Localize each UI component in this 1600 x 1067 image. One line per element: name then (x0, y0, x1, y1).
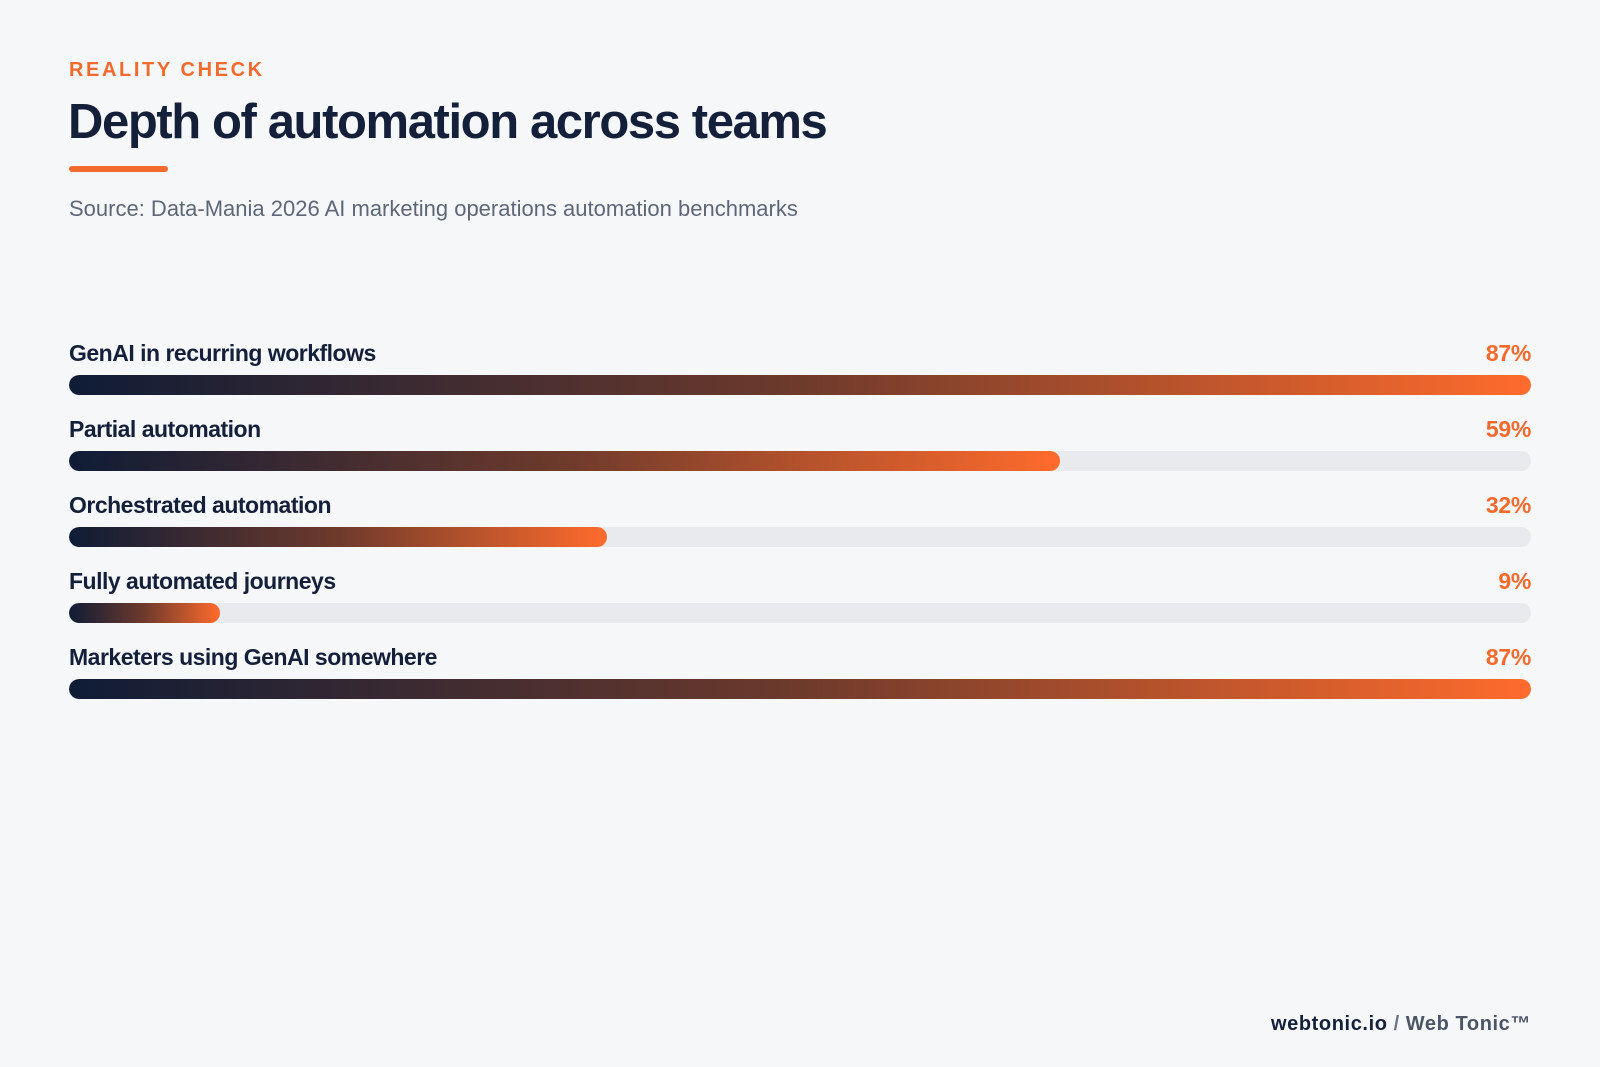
footer-brand: Web Tonic™ (1405, 1013, 1531, 1035)
source-note: Source: Data-Mania 2026 AI marketing ope… (69, 196, 798, 221)
bar-label: Partial automation (69, 416, 261, 442)
bar-label: Marketers using GenAI somewhere (69, 644, 437, 670)
bar (69, 603, 220, 623)
bar-track (69, 527, 1531, 547)
eyebrow-label: REALITY CHECK (69, 59, 265, 81)
title-underline (69, 166, 168, 172)
chart-row: GenAI in recurring workflows 87% (69, 336, 1531, 398)
bar (69, 375, 1531, 395)
bar-label: GenAI in recurring workflows (69, 340, 376, 366)
chart-row: Orchestrated automation 32% (69, 488, 1531, 550)
bar-track (69, 375, 1531, 395)
bar-value-label: 59% (1485, 416, 1531, 442)
bar-value-label: 32% (1485, 492, 1531, 518)
bar (69, 527, 607, 547)
footer-site-link[interactable]: webtonic.io (1270, 1013, 1388, 1035)
chart-row: Partial automation 59% (69, 412, 1531, 474)
bar-label: Orchestrated automation (69, 492, 332, 518)
footer-credit: webtonic.io / Web Tonic™ (1271, 1012, 1531, 1036)
bar (69, 679, 1531, 699)
footer-separator: / (1393, 1013, 1400, 1035)
bar-value-label: 87% (1485, 644, 1531, 670)
page-title: Depth of automation across teams (68, 95, 828, 149)
bar-label: Fully automated journeys (69, 568, 336, 594)
bar-value-label: 9% (1498, 568, 1531, 594)
bar-track (69, 679, 1531, 699)
bar-value-label: 87% (1485, 340, 1531, 366)
bar-track (69, 451, 1531, 471)
chart-row: Marketers using GenAI somewhere 87% (69, 640, 1531, 702)
chart-row: Fully automated journeys 9% (69, 564, 1531, 626)
bar (69, 451, 1060, 471)
bar-track (69, 603, 1531, 623)
bar-chart: GenAI in recurring workflows 87% Partial a… (69, 336, 1531, 716)
